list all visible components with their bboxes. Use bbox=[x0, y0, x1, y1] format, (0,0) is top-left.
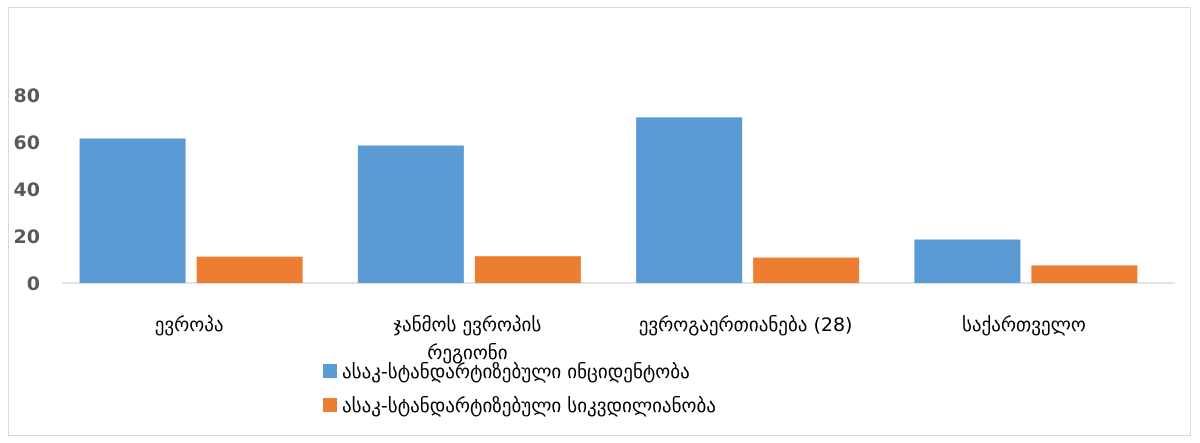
chart-frame bbox=[8, 7, 1191, 436]
bar-mortality bbox=[1031, 265, 1138, 283]
bar-mortality bbox=[474, 256, 581, 283]
bar-mortality bbox=[196, 256, 303, 283]
y-tick-label: 80 bbox=[14, 85, 40, 107]
bar-mortality bbox=[753, 257, 860, 283]
legend-label: ასაკ-სტანდარტიზებული სიკვდილიანობა bbox=[342, 395, 716, 417]
bar-incidence bbox=[636, 117, 743, 283]
bar-incidence bbox=[357, 145, 464, 283]
y-tick-label: 40 bbox=[14, 179, 40, 201]
bar-incidence bbox=[79, 138, 186, 283]
y-tick-label: 60 bbox=[14, 132, 40, 154]
x-axis-category-labels: ევროპა ჯანმოს ევროპის რეგიონი ევროგაერთიანე… bbox=[155, 314, 1086, 364]
y-tick-label: 20 bbox=[14, 226, 40, 248]
bar-incidence bbox=[914, 239, 1021, 283]
y-axis-ticks: 0 20 40 60 80 bbox=[14, 85, 40, 295]
legend: ასაკ-სტანდარტიზებული ინციდენტობა ასაკ-სტა… bbox=[323, 361, 716, 417]
x-category-label: ჯანმოს ევროპის რეგიონი bbox=[393, 314, 541, 364]
x-category-label: ევროპა bbox=[155, 314, 224, 336]
legend-swatch bbox=[323, 398, 337, 412]
legend-label: ასაკ-სტანდარტიზებული ინციდენტობა bbox=[342, 361, 690, 383]
y-tick-label: 0 bbox=[27, 273, 40, 295]
x-category-label: ევროგაერთიანება (28) bbox=[639, 314, 853, 336]
x-category-label: საქართველო bbox=[962, 314, 1086, 336]
bars bbox=[79, 117, 1138, 283]
legend-swatch bbox=[323, 364, 337, 378]
